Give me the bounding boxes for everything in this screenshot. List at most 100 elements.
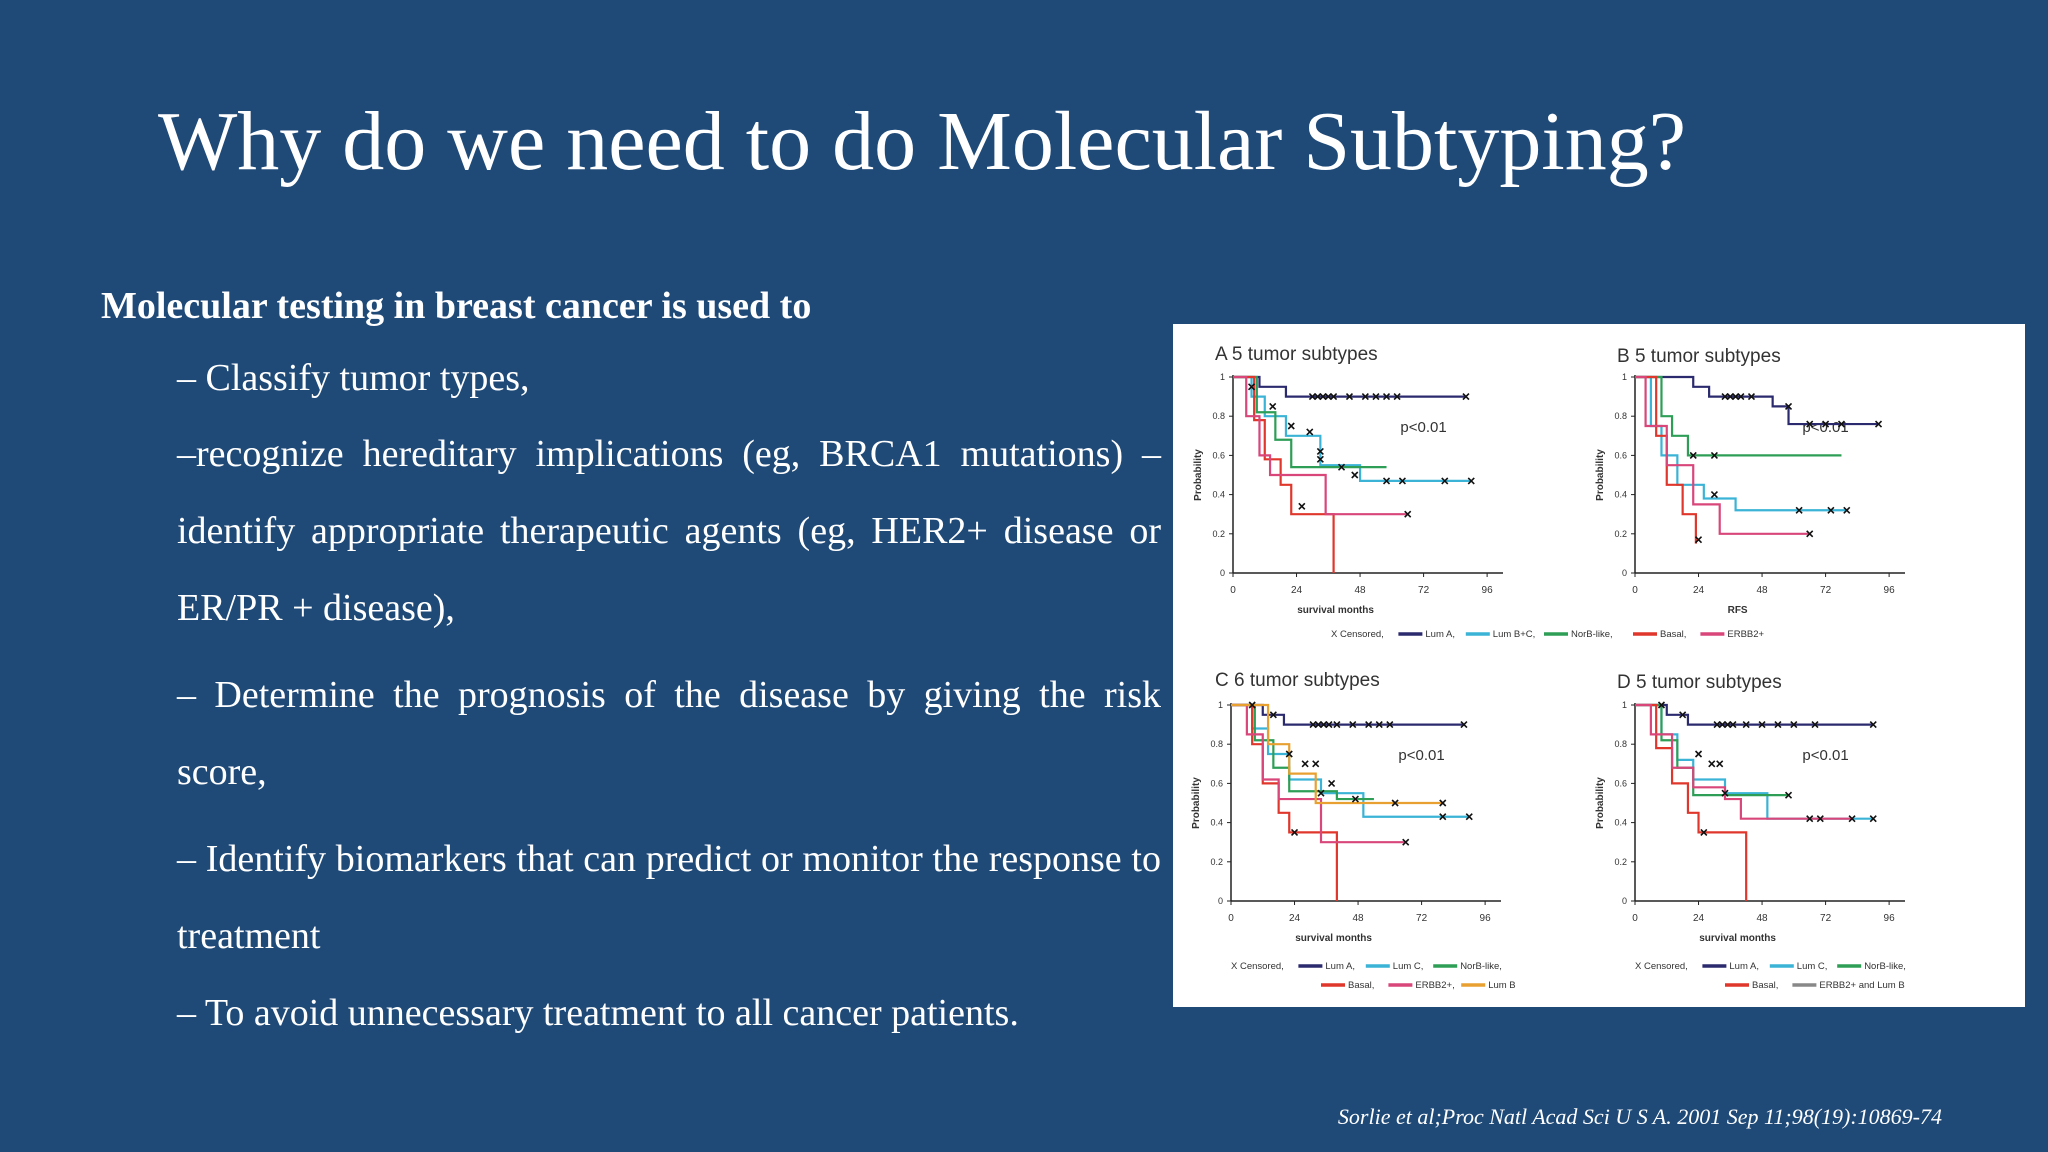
censored-mark — [1328, 779, 1336, 787]
series-line — [1635, 703, 1789, 797]
censored-mark — [1337, 463, 1346, 471]
censored-mark — [1269, 402, 1277, 410]
legend-label: Basal, — [1348, 980, 1374, 991]
y-tick-label: 0.2 — [1212, 529, 1225, 539]
censored-mark — [1874, 420, 1883, 428]
censored-mark — [1708, 760, 1716, 768]
legend-label: Lum B — [1488, 980, 1515, 991]
y-tick-label: 0.8 — [1614, 739, 1627, 749]
censored-mark — [1816, 815, 1824, 823]
censored-mark — [1391, 799, 1399, 807]
censored-mark — [1351, 471, 1359, 479]
x-tick-label: 72 — [1416, 913, 1428, 924]
censored-mark — [1361, 393, 1369, 401]
censored-mark — [1679, 711, 1687, 719]
legend-label: Basal, — [1660, 629, 1686, 640]
censored-mark — [1806, 530, 1814, 538]
y-axis-label: Probability — [1595, 777, 1606, 829]
bullet-item: – To avoid unnecessary treatment to all … — [177, 992, 1019, 1034]
censored-mark — [1774, 721, 1782, 729]
censored-mark — [1314, 393, 1322, 401]
y-tick-label: 0.8 — [1614, 411, 1627, 421]
legend-label: Lum A, — [1425, 629, 1455, 640]
series-line — [1231, 703, 1406, 844]
y-axis-label: Probability — [1193, 449, 1204, 501]
censored-mark — [1713, 721, 1721, 729]
series-line — [1233, 375, 1335, 573]
censored-mark — [1316, 455, 1324, 463]
censored-mark — [1732, 393, 1740, 401]
censored-mark — [1386, 721, 1394, 729]
y-tick-label: 0.2 — [1614, 857, 1627, 867]
slide-title: Why do we need to do Molecular Subtyping… — [158, 95, 1686, 188]
censored-mark — [1811, 721, 1819, 729]
censored-mark — [1309, 721, 1317, 729]
censored-mark — [1439, 799, 1447, 807]
censored-mark — [1398, 477, 1406, 485]
censored-mark — [1441, 477, 1449, 485]
y-tick-label: 0.4 — [1212, 490, 1225, 500]
x-tick-label: 0 — [1632, 913, 1638, 924]
x-axis-label: RFS — [1728, 605, 1748, 616]
censored-mark — [1375, 721, 1383, 729]
intro-text: Molecular testing in breast cancer is us… — [101, 285, 812, 327]
legend-label: NorB-like, — [1460, 961, 1502, 972]
legend-label: Lum A, — [1325, 961, 1355, 972]
bullet-item: – Determine the prognosis of the disease… — [177, 674, 1161, 793]
legend-label: Lum C, — [1797, 961, 1828, 972]
censored-mark — [1248, 701, 1256, 709]
legend-label: Lum B+C, — [1493, 629, 1536, 640]
censored-mark — [1710, 451, 1718, 459]
censored-mark — [1784, 791, 1793, 799]
censored-mark — [1312, 760, 1320, 768]
censored-mark — [1460, 721, 1468, 729]
y-tick-label: 0 — [1622, 568, 1627, 578]
bullet-item: –recognize hereditary implications (eg, … — [177, 433, 1161, 629]
y-tick-label: 0.2 — [1210, 857, 1223, 867]
censored-mark — [1404, 510, 1412, 518]
censored-mark — [1747, 393, 1756, 401]
censored-mark — [1317, 789, 1325, 797]
legend-label: Lum A, — [1729, 961, 1759, 972]
legend-label: ERBB2+ — [1727, 629, 1764, 640]
censored-mark — [1372, 393, 1380, 401]
legend-label: Basal, — [1752, 980, 1778, 991]
censored-mark — [1694, 750, 1703, 758]
censored-mark — [1365, 721, 1373, 729]
series-line — [1635, 375, 1810, 535]
x-tick-label: 24 — [1291, 585, 1303, 596]
censored-mark — [1822, 420, 1830, 428]
y-tick-label: 0.8 — [1212, 411, 1225, 421]
x-tick-label: 24 — [1693, 585, 1705, 596]
censored-mark — [1827, 506, 1835, 514]
legend-label: ERBB2+ and Lum B — [1819, 980, 1904, 991]
x-tick-label: 48 — [1352, 913, 1364, 924]
y-tick-label: 1 — [1218, 700, 1223, 710]
y-tick-label: 0 — [1622, 896, 1627, 906]
legend-label: X Censored, — [1231, 961, 1284, 972]
series-line — [1635, 375, 1847, 512]
censored-mark — [1742, 721, 1750, 729]
bullet-list: – Classify tumor types, –recognize hered… — [177, 350, 1161, 1041]
series-line — [1233, 375, 1466, 398]
y-tick-label: 0 — [1220, 568, 1225, 578]
series-line — [1231, 703, 1374, 801]
censored-mark — [1393, 393, 1401, 401]
censored-mark — [1869, 721, 1877, 729]
censored-mark — [1462, 393, 1470, 401]
censored-mark — [1269, 711, 1277, 719]
series-line — [1635, 375, 1842, 457]
censored-mark — [1345, 393, 1354, 401]
censored-mark — [1298, 502, 1306, 510]
x-tick-label: 96 — [1884, 913, 1896, 924]
censored-mark — [1806, 815, 1814, 823]
y-tick-label: 0.6 — [1212, 450, 1225, 460]
y-tick-label: 0.2 — [1614, 529, 1627, 539]
x-axis-label: survival months — [1295, 933, 1372, 944]
x-tick-label: 48 — [1354, 585, 1366, 596]
series-line — [1231, 703, 1443, 805]
x-tick-label: 48 — [1756, 913, 1768, 924]
censored-mark — [1843, 506, 1851, 514]
citation: Sorlie et al;Proc Natl Acad Sci U S A. 2… — [1337, 1104, 1942, 1129]
censored-mark — [1382, 393, 1391, 401]
